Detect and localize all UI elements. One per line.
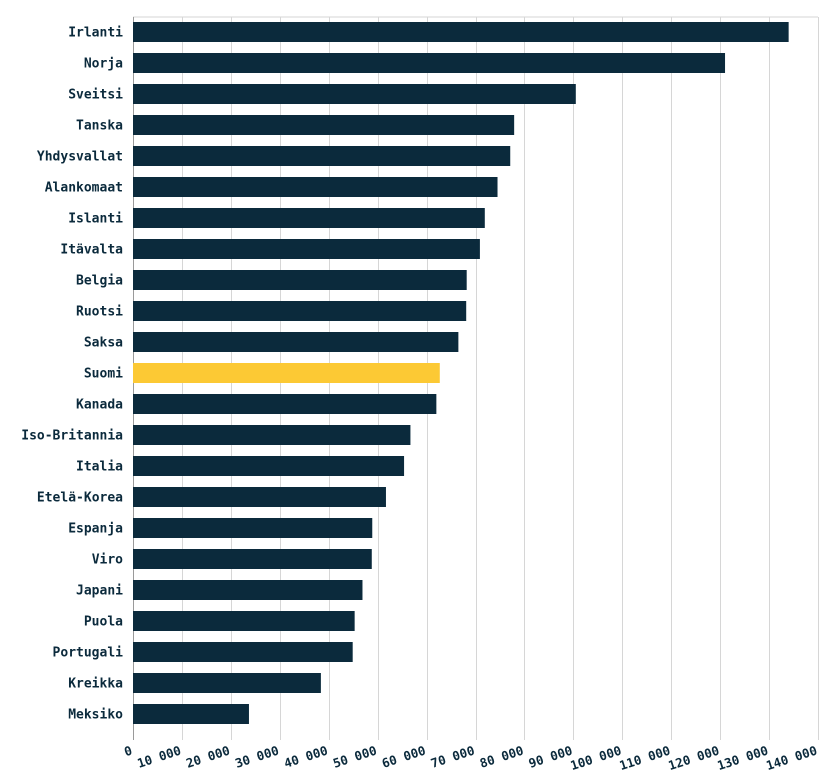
category-label: Etelä-Korea [37,491,123,506]
bar-irlanti [133,22,789,42]
x-tick-label: 140 000 [764,743,819,774]
category-label: Norja [84,57,123,72]
category-label: Iso-Britannia [21,429,123,444]
category-label: Kreikka [68,677,123,692]
bar-espanja [133,518,373,538]
category-label: Alankomaat [45,181,123,196]
bars [133,22,789,724]
x-tick-label: 60 000 [380,743,428,771]
category-label: Yhdysvallat [37,150,123,165]
x-tick-label: 40 000 [282,743,330,771]
category-label: Belgia [76,274,123,289]
category-label: Islanti [68,212,123,227]
x-tick-label: 10 000 [135,743,183,771]
x-tick-label: 70 000 [429,743,477,771]
bar-tanska [133,115,515,135]
bar-islanti [133,208,485,228]
bar-meksiko [133,704,249,724]
category-label: Espanja [68,522,123,537]
x-tick-label: 90 000 [527,743,575,771]
x-tick-label: 30 000 [233,743,281,771]
bar-belgia [133,270,467,290]
bar-norja [133,53,726,73]
x-tick-labels: 0 10 000 20 000 30 000 40 000 50 000 60 000 70 … [122,743,819,774]
bar-viro [133,549,372,569]
category-label: Saksa [84,336,123,351]
category-label: Ruotsi [76,305,123,320]
x-tick-label: 120 000 [666,743,721,774]
bar-yhdysvallat [133,146,511,166]
bar-suomi [133,363,440,383]
x-tick-label: 80 000 [478,743,526,771]
bar-italia [133,456,405,476]
x-tick-label: 0 [122,743,134,760]
bar-puola [133,611,355,631]
bar-ruotsi [133,301,467,321]
bar-it-valta [133,239,480,259]
x-tick-label: 50 000 [331,743,379,771]
bar-kanada [133,394,437,414]
bar-etel-korea [133,487,386,507]
category-labels: Irlanti Norja Sveitsi Tanska Yhdysvallat Alan… [21,26,123,723]
x-tick-label: 100 000 [568,743,623,774]
bar-alankomaat [133,177,498,197]
bar-iso-britannia [133,425,411,445]
category-label: Portugali [53,646,124,661]
category-label: Meksiko [68,708,123,723]
category-label: Japani [76,584,123,599]
bar-kreikka [133,673,321,693]
bar-portugali [133,642,353,662]
x-tick-label: 130 000 [715,743,770,774]
category-label: Puola [84,615,123,630]
x-tick-label: 110 000 [617,743,672,774]
category-label: Italia [76,460,123,475]
category-label: Viro [92,553,123,568]
category-label: Tanska [76,119,123,134]
category-label: Irlanti [68,26,123,41]
category-label: Kanada [76,398,123,413]
category-label: Sveitsi [68,88,123,103]
x-tick-label: 20 000 [184,743,232,771]
bar-sveitsi [133,84,576,104]
category-label: Itävalta [60,243,123,258]
category-label: Suomi [84,367,123,382]
bar-japani [133,580,363,600]
bar-saksa [133,332,459,352]
